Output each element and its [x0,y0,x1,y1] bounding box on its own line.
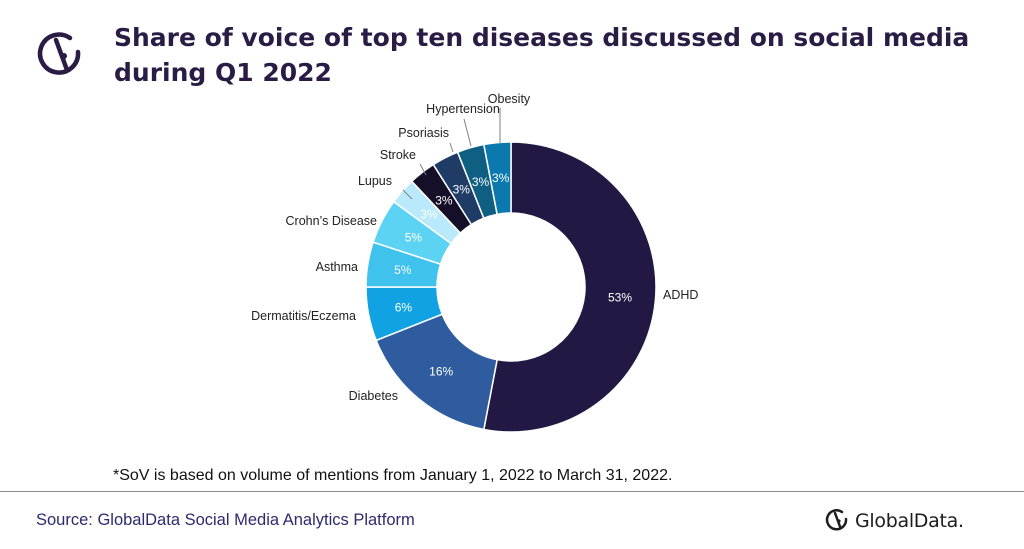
value-label: 53% [608,290,632,304]
value-label: 6% [395,301,413,315]
category-label: Hypertension [426,102,500,116]
value-label: 5% [405,230,423,244]
donut-chart: 53%16%6%5%5%3%3%3%3% 3% ADHDDiabetesDerma… [251,92,698,433]
leader-line [419,163,427,176]
chart-value-labels: 53%16%6%5%5%3%3%3%3% 3% [394,171,632,378]
title-line-2: during Q1 2022 [114,58,332,87]
value-label: 5% [394,263,412,277]
value-label: 3% [420,208,438,222]
value-label: 16% [429,364,453,378]
chart-leader-lines [402,108,501,200]
category-label: Psoriasis [398,126,449,140]
title-line-1: Share of voice of top ten diseases discu… [114,23,970,52]
category-label: Stroke [380,148,416,162]
category-label: Lupus [358,174,392,188]
category-label: Diabetes [349,389,398,403]
category-label: Asthma [316,260,358,274]
globaldata-logo-icon [37,32,81,75]
category-label: Dermatitis/Eczema [251,309,356,323]
divider [0,491,1024,492]
globaldata-logo-icon [825,509,848,531]
donut-segment-adhd [482,141,657,433]
chart-segments [365,141,657,433]
donut-segment-obesity [482,141,512,216]
brand-name: GlobalData. [855,510,964,532]
category-label: Crohn’s Disease [286,214,378,228]
footnote: *SoV is based on volume of mentions from… [113,467,673,484]
source-note: Source: GlobalData Social Media Analytic… [36,511,415,529]
value-label: 3% [492,171,510,185]
value-label: 3% [453,182,471,196]
leader-line [463,118,472,147]
category-label: Obesity [488,92,531,106]
page-title: Share of voice of top ten diseases discu… [114,20,994,90]
value-label: 3% [435,194,453,208]
leader-line [449,142,454,153]
value-label: 3% [472,175,490,189]
brand-logo: GlobalData. [824,507,964,535]
category-label: ADHD [663,288,698,302]
chart-category-labels: ADHD Diabetes Dermatitis/Eczema Asthma Crohn… [251,92,698,403]
leader-line [402,189,413,200]
